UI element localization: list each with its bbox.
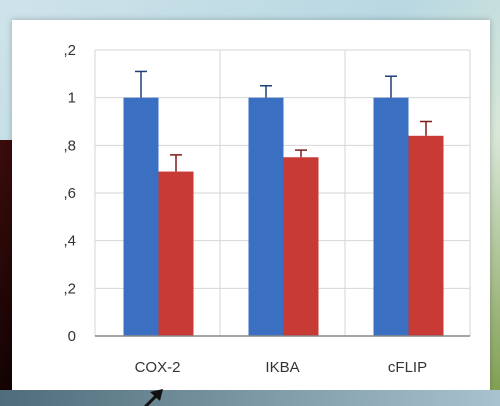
x-tick-label: cFLIP xyxy=(388,359,427,376)
y-tick-label: 0 xyxy=(68,328,76,345)
bar xyxy=(123,97,159,337)
y-tick-label: ,8 xyxy=(63,137,76,154)
y-tick-label: ,4 xyxy=(63,233,76,250)
bar xyxy=(158,171,194,336)
arrow-icon xyxy=(143,389,163,406)
x-tick-label: IKBA xyxy=(265,359,299,376)
bars xyxy=(123,97,444,337)
x-tick-label: COX-2 xyxy=(135,359,181,376)
x-tick-labels: COX-2 IKBA cFLIP xyxy=(135,359,428,376)
background-strip xyxy=(0,390,500,406)
bar xyxy=(373,97,409,337)
bar xyxy=(248,97,284,337)
y-tick-label: ,2 xyxy=(63,42,76,59)
error-bars xyxy=(135,70,432,172)
y-tick-label: 1 xyxy=(68,90,76,107)
y-tick-labels: ,2 1 ,8 ,6 ,4 ,2 0 xyxy=(63,42,76,345)
y-tick-label: ,6 xyxy=(63,185,76,202)
y-tick-label: ,2 xyxy=(63,280,76,297)
bar xyxy=(408,135,444,336)
bar xyxy=(283,157,319,336)
